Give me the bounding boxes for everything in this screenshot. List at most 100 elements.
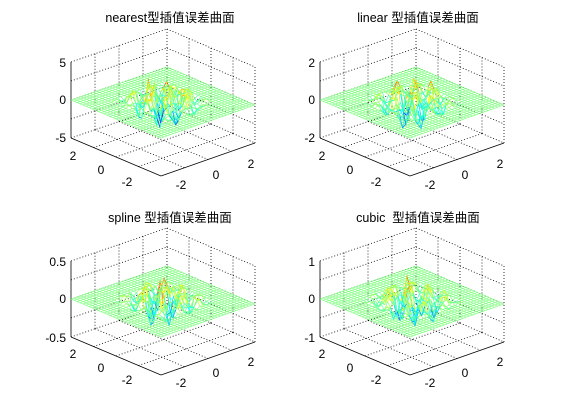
- mesh-line: [152, 81, 157, 84]
- mesh-line: [96, 94, 100, 97]
- mesh-line: [111, 91, 116, 94]
- x-tick-left: -2: [176, 178, 187, 192]
- mesh-line: [180, 120, 184, 123]
- mesh-line: [76, 102, 81, 105]
- mesh-line: [167, 122, 172, 125]
- mesh-line: [107, 106, 111, 109]
- mesh-line: [219, 93, 223, 95]
- mesh-line: [411, 84, 415, 87]
- mesh-line: [108, 97, 112, 99]
- mesh-line: [98, 101, 102, 104]
- mesh-line: [179, 127, 184, 130]
- mesh-line: [173, 132, 177, 134]
- mesh-line: [233, 101, 238, 104]
- mesh-line: [101, 106, 105, 109]
- mesh-line: [213, 88, 218, 90]
- mesh-line: [199, 113, 203, 116]
- mesh-line: [164, 125, 169, 128]
- mesh-line: [167, 133, 171, 136]
- mesh-line: [161, 128, 165, 131]
- mesh-line: [205, 114, 209, 116]
- mesh-line: [101, 99, 106, 102]
- mesh-line: [201, 87, 205, 90]
- mesh-line: [161, 130, 165, 133]
- mesh-line: [164, 130, 168, 133]
- mesh-line: [180, 115, 185, 118]
- mesh-line: [140, 86, 144, 88]
- mesh-line: [102, 94, 106, 97]
- mesh-line: [110, 111, 114, 114]
- mesh-line: [152, 123, 156, 126]
- mesh-line: [110, 104, 115, 107]
- mesh-line: [167, 130, 171, 133]
- mesh-line: [177, 82, 181, 85]
- mesh-line: [105, 88, 110, 91]
- mesh-line: [96, 92, 100, 94]
- y-tick-right: -2: [122, 175, 133, 189]
- mesh-line: [163, 135, 168, 138]
- mesh-line: [98, 106, 102, 109]
- mesh-line: [180, 86, 184, 88]
- mesh-line: [212, 97, 217, 100]
- mesh-line: [177, 77, 182, 80]
- mesh-line: [127, 83, 132, 86]
- mesh-line: [149, 82, 154, 85]
- mesh-line: [211, 109, 216, 112]
- mesh-line: [139, 128, 144, 131]
- mesh-line: [136, 126, 141, 129]
- mesh-line: [205, 109, 210, 112]
- mesh-line: [131, 112, 136, 114]
- mesh-line: [104, 104, 108, 107]
- mesh-line: [110, 106, 114, 109]
- mesh-line: [208, 117, 212, 120]
- mesh-line: [166, 72, 170, 75]
- mesh-line: [207, 90, 211, 93]
- mesh-line: [112, 84, 116, 87]
- mesh-line: [146, 119, 150, 122]
- mesh-line: [80, 97, 84, 100]
- mesh-line: [70, 98, 75, 101]
- mesh-line: [138, 309, 142, 311]
- mesh-line: [154, 135, 159, 138]
- mesh-line: [143, 117, 148, 119]
- mesh-line: [143, 85, 147, 87]
- mesh-line: [136, 87, 141, 90]
- mesh-line: [119, 116, 123, 119]
- mesh-line: [161, 132, 165, 135]
- mesh-line: [217, 112, 222, 114]
- mesh-line: [134, 120, 138, 123]
- mesh-line: [117, 93, 122, 96]
- mesh-line: [146, 115, 151, 118]
- mesh-line: [230, 105, 234, 108]
- mesh-line: [86, 93, 91, 95]
- x-tick-right: 2: [248, 157, 255, 171]
- mesh-line: [73, 100, 78, 103]
- mesh-line: [158, 87, 162, 90]
- mesh-line: [130, 124, 135, 127]
- mesh-line: [201, 85, 206, 88]
- mesh-line: [156, 71, 161, 74]
- mesh-line: [95, 106, 99, 109]
- mesh-line: [146, 121, 150, 124]
- mesh-line: [137, 124, 141, 126]
- mesh-line: [86, 101, 90, 104]
- mesh-line: [201, 122, 206, 125]
- mesh-line: [156, 73, 161, 76]
- mesh-line: [77, 96, 81, 99]
- mesh-line: [164, 121, 169, 124]
- mesh-line: [223, 114, 227, 117]
- mesh-line: [152, 129, 156, 132]
- mesh-line: [179, 129, 184, 132]
- y-axis: [70, 137, 162, 177]
- mesh-line: [186, 81, 191, 84]
- mesh-line: [108, 92, 113, 95]
- mesh-line: [116, 116, 120, 119]
- mesh-line: [85, 104, 90, 107]
- mesh-line: [107, 104, 112, 107]
- mesh-line: [93, 90, 97, 93]
- mesh-line: [131, 80, 135, 82]
- mesh-line: [89, 94, 94, 97]
- mesh-line: [91, 107, 96, 110]
- mesh-line: [218, 95, 223, 98]
- mesh-line: [145, 131, 150, 134]
